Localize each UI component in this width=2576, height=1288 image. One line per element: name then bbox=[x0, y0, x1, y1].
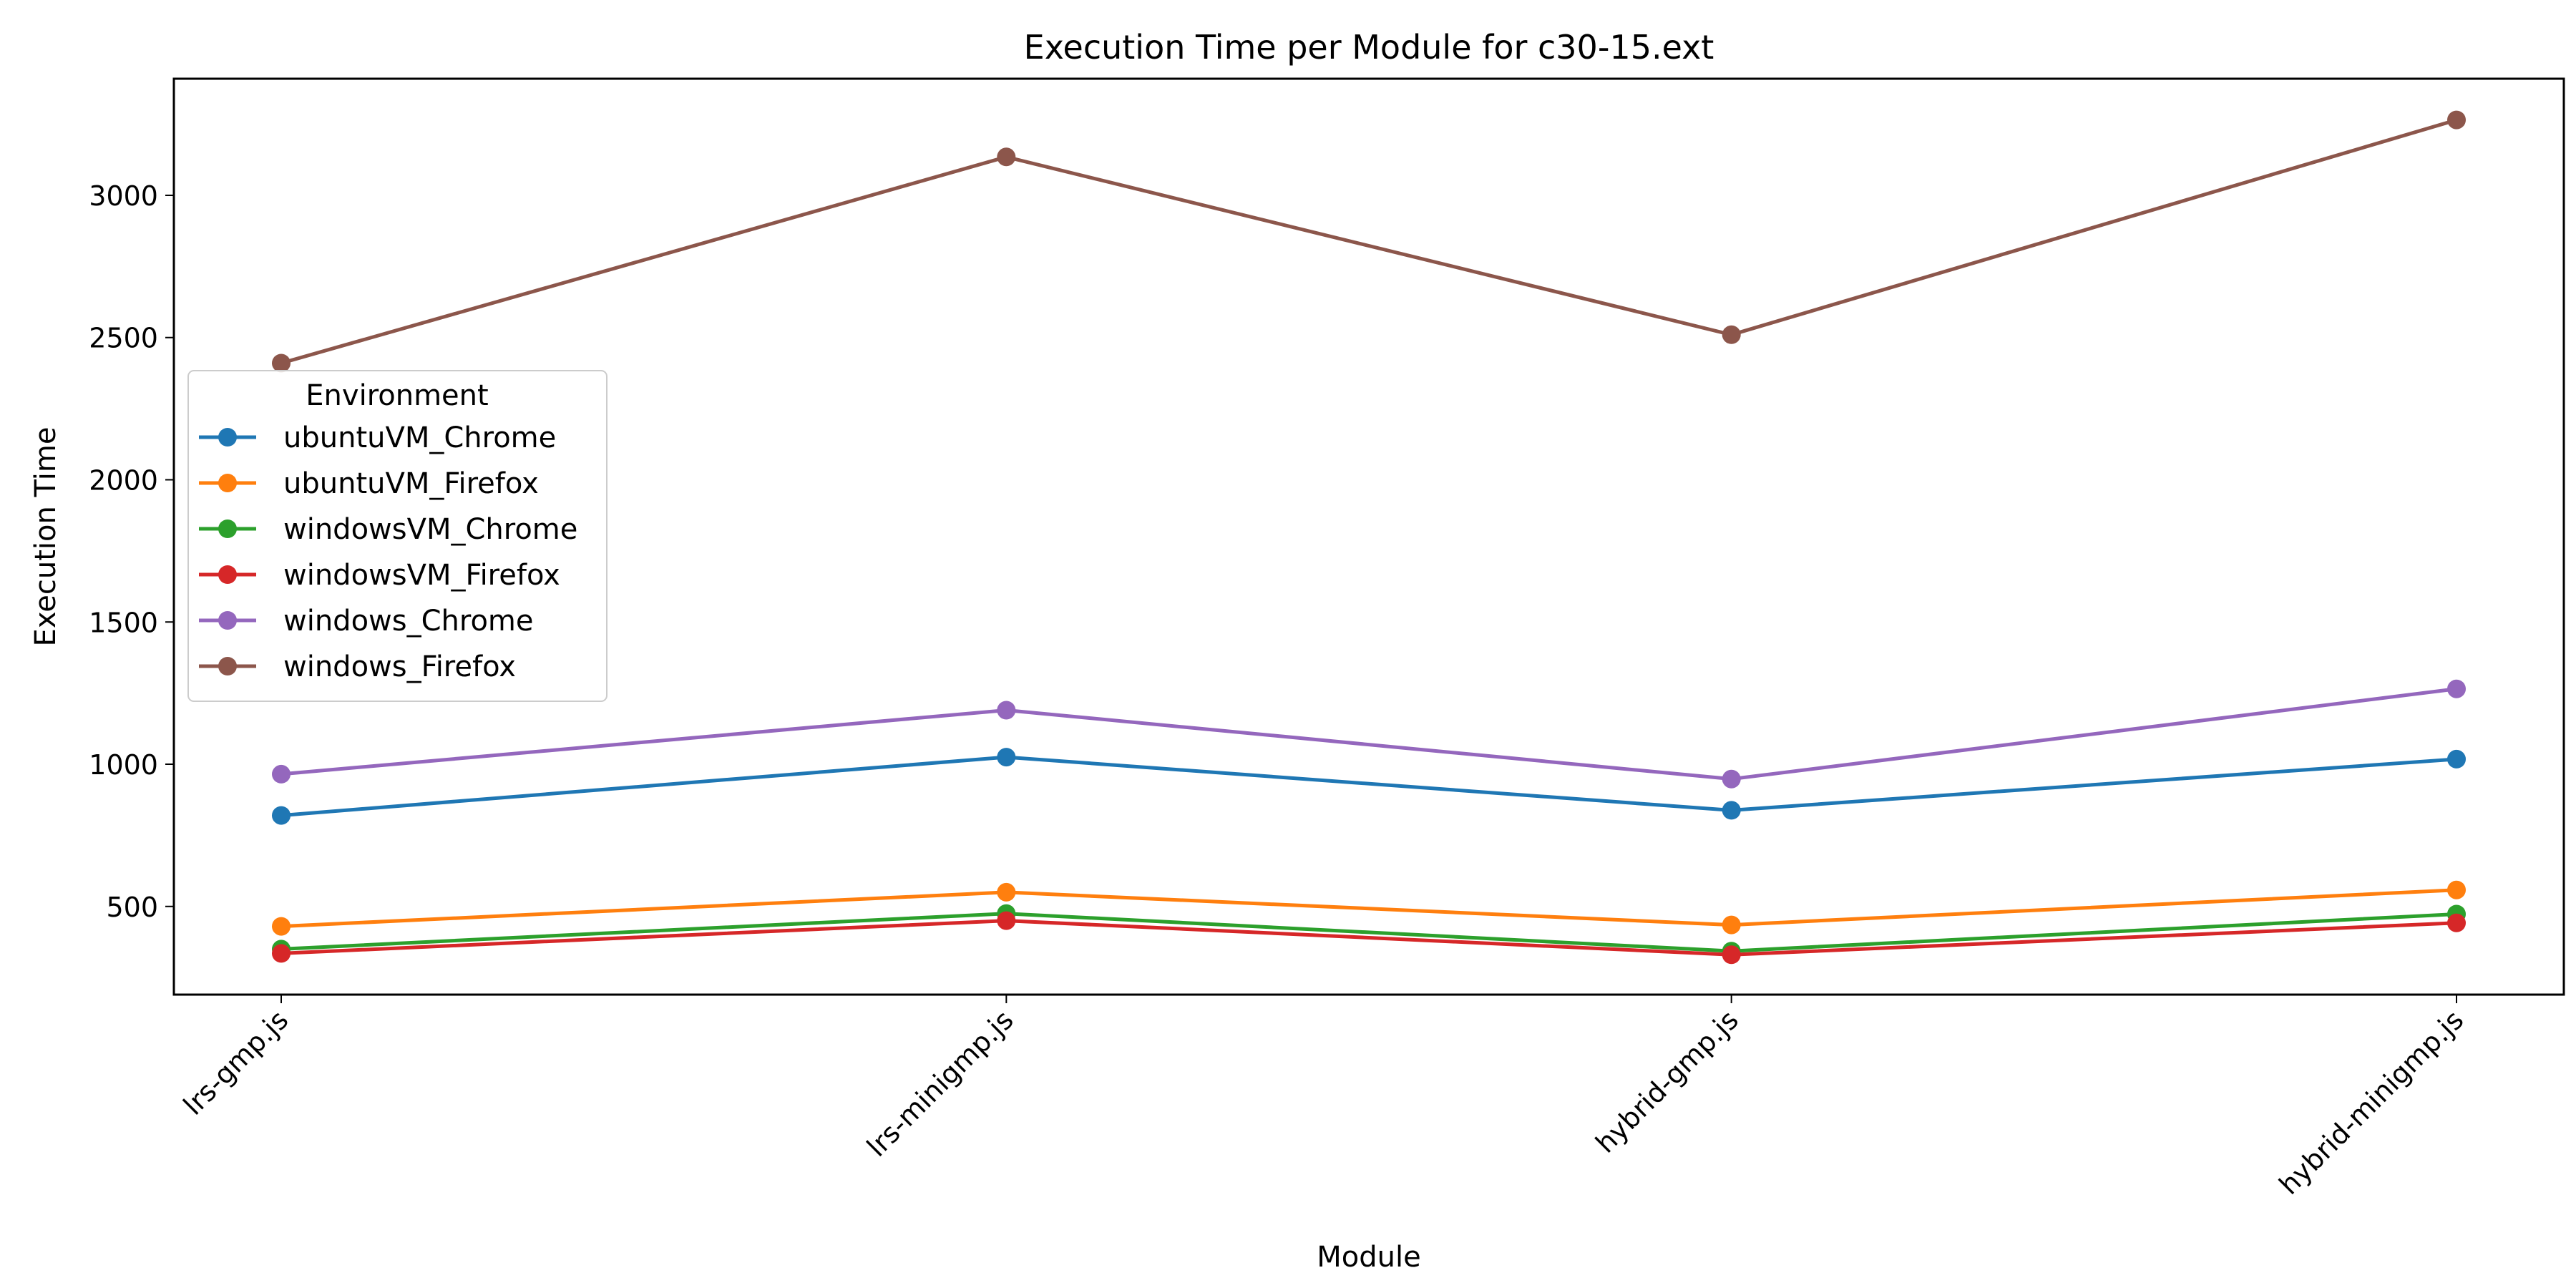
data-point-ubuntuVM_Firefox-2 bbox=[1722, 916, 1741, 935]
data-point-ubuntuVM_Chrome-2 bbox=[1722, 801, 1741, 819]
data-point-ubuntuVM_Chrome-1 bbox=[997, 748, 1015, 766]
data-point-windows_Firefox-2 bbox=[1722, 326, 1741, 344]
data-point-windows_Firefox-1 bbox=[997, 147, 1015, 166]
legend-title: Environment bbox=[306, 379, 488, 412]
legend-marker-windowsVM_Chrome bbox=[218, 519, 237, 538]
legend-label: windowsVM_Chrome bbox=[283, 513, 577, 546]
y-axis-label: Execution Time bbox=[29, 427, 62, 647]
x-axis-label: Module bbox=[1317, 1241, 1420, 1274]
data-point-windowsVM_Firefox-3 bbox=[2447, 914, 2466, 932]
data-point-windowsVM_Firefox-0 bbox=[272, 944, 291, 962]
legend-marker-windowsVM_Firefox bbox=[218, 565, 237, 584]
data-point-windows_Chrome-1 bbox=[997, 701, 1015, 720]
data-point-windowsVM_Firefox-2 bbox=[1722, 945, 1741, 964]
data-point-windows_Chrome-0 bbox=[272, 765, 291, 784]
legend-marker-windows_Chrome bbox=[218, 611, 237, 630]
data-point-windowsVM_Firefox-1 bbox=[997, 912, 1015, 930]
legend: Environment ubuntuVM_Chrome ubuntuVM_Fire… bbox=[188, 371, 607, 701]
data-point-ubuntuVM_Firefox-1 bbox=[997, 883, 1015, 902]
data-point-ubuntuVM_Firefox-3 bbox=[2447, 881, 2466, 899]
data-point-ubuntuVM_Chrome-3 bbox=[2447, 750, 2466, 769]
legend-label: ubuntuVM_Chrome bbox=[283, 421, 556, 454]
y-tick-label: 2500 bbox=[89, 323, 158, 354]
data-point-ubuntuVM_Chrome-0 bbox=[272, 806, 291, 825]
y-tick-label: 500 bbox=[106, 892, 158, 923]
data-point-ubuntuVM_Firefox-0 bbox=[272, 917, 291, 936]
legend-marker-ubuntuVM_Firefox bbox=[218, 474, 237, 492]
legend-label: windows_Chrome bbox=[283, 605, 534, 638]
y-tick-label: 1500 bbox=[89, 607, 158, 638]
legend-label: windows_Firefox bbox=[283, 650, 516, 683]
legend-marker-ubuntuVM_Chrome bbox=[218, 428, 237, 447]
y-tick-label: 1000 bbox=[89, 749, 158, 781]
legend-label: windowsVM_Firefox bbox=[283, 559, 560, 592]
legend-label: ubuntuVM_Firefox bbox=[283, 467, 539, 500]
data-point-windows_Firefox-0 bbox=[272, 354, 291, 373]
data-point-windows_Firefox-3 bbox=[2447, 111, 2466, 130]
y-tick-label: 2000 bbox=[89, 464, 158, 496]
y-tick-label: 3000 bbox=[89, 180, 158, 212]
chart-title: Execution Time per Module for c30-15.ext bbox=[1024, 28, 1714, 67]
legend-marker-windows_Firefox bbox=[218, 657, 237, 675]
data-point-windows_Chrome-3 bbox=[2447, 680, 2466, 698]
data-point-windows_Chrome-2 bbox=[1722, 770, 1741, 789]
